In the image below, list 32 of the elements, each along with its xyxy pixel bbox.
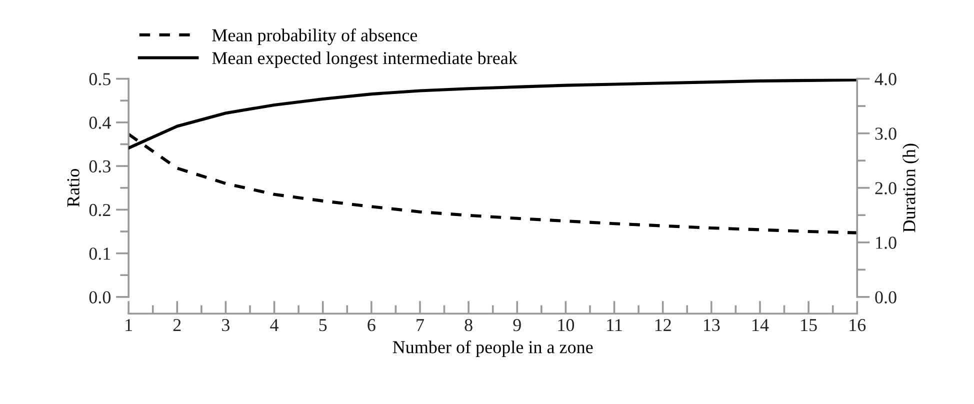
y-axis-title: Ratio [67, 168, 80, 207]
x-tick-label: 10 [558, 318, 574, 332]
y2-tick-label: 3.0 [875, 128, 896, 140]
legend-label: Mean expected longest intermediate break [212, 52, 518, 68]
x-tick-label: 8 [464, 318, 472, 332]
x-tick-label: 4 [270, 319, 279, 331]
x-tick-label: 6 [368, 319, 376, 332]
y-tick-label: 0.1 [89, 248, 110, 260]
x-tick-label: 12 [655, 319, 671, 331]
y-tick-label: 0.5 [89, 73, 110, 86]
y2-tick-label: 0.0 [875, 291, 896, 304]
x-tick-label: 1 [126, 319, 132, 331]
y-tick-label: 0.3 [89, 160, 110, 173]
x-tick-label: 9 [513, 319, 521, 332]
y-tick-label: 0.4 [89, 116, 111, 129]
x-tick-label: 2 [173, 319, 181, 331]
x-tick-label: 11 [607, 319, 622, 331]
y-tick-label: 0.0 [89, 291, 111, 304]
x-tick-label: 3 [222, 319, 230, 332]
x-tick-label: 15 [801, 319, 817, 332]
y2-tick-label: 4.0 [874, 73, 896, 86]
y2-tick-label: 1.0 [876, 236, 896, 249]
x-tick-label: 7 [416, 319, 424, 331]
y-tick-label: 0.2 [89, 204, 110, 216]
y2-tick-label: 2.0 [875, 182, 896, 194]
x-tick-label: 5 [319, 319, 327, 332]
x-tick-label: 13 [704, 319, 720, 332]
x-axis-title: Number of people in a zone [392, 340, 593, 357]
legend-label: Mean probability of absence [212, 28, 418, 46]
x-tick-label: 16 [850, 319, 866, 332]
x-tick-label: 14 [752, 319, 769, 331]
y2-axis-title: Duration (h) [902, 144, 919, 232]
